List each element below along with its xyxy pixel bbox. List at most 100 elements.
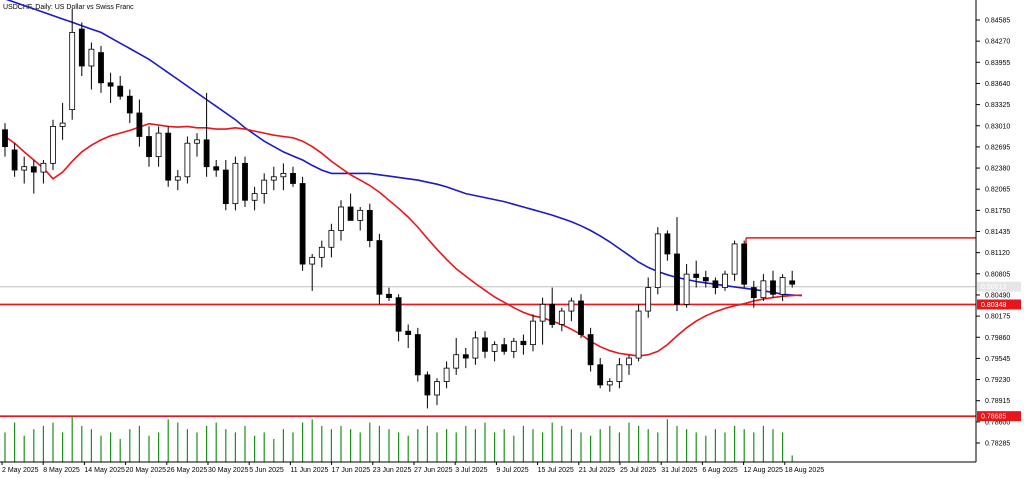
price-tick-label: 0.81435	[985, 229, 1010, 236]
candle-body	[606, 381, 613, 386]
candle[interactable]	[414, 327, 421, 382]
candle[interactable]	[194, 133, 200, 157]
candle[interactable]	[501, 337, 508, 355]
candle[interactable]	[21, 156, 28, 184]
candle[interactable]	[597, 358, 604, 389]
candle[interactable]	[683, 264, 690, 308]
candle[interactable]	[702, 270, 709, 288]
candle[interactable]	[635, 304, 642, 362]
candle-body	[261, 179, 268, 194]
candle[interactable]	[434, 378, 440, 406]
candle[interactable]	[299, 176, 306, 271]
candle[interactable]	[587, 327, 594, 372]
candle[interactable]	[40, 159, 47, 184]
candle[interactable]	[232, 156, 239, 211]
candle[interactable]	[424, 371, 431, 409]
candle[interactable]	[78, 22, 85, 77]
candle[interactable]	[750, 280, 757, 308]
candle[interactable]	[558, 307, 565, 332]
candle[interactable]	[645, 277, 652, 318]
candle[interactable]	[530, 314, 536, 352]
candle[interactable]	[261, 173, 268, 204]
candle[interactable]	[290, 166, 296, 187]
candle[interactable]	[693, 260, 700, 288]
candle[interactable]	[386, 287, 392, 301]
candle[interactable]	[30, 159, 37, 194]
candle[interactable]	[549, 287, 556, 328]
candle[interactable]	[453, 337, 460, 375]
candle[interactable]	[11, 143, 18, 177]
candle[interactable]	[338, 200, 344, 241]
candle[interactable]	[366, 203, 373, 248]
candle[interactable]	[443, 361, 450, 389]
candle[interactable]	[203, 92, 210, 177]
candle[interactable]	[251, 186, 258, 211]
candle[interactable]	[136, 99, 143, 147]
candle[interactable]	[789, 270, 796, 288]
candle[interactable]	[606, 378, 613, 392]
candle[interactable]	[270, 166, 277, 191]
candle[interactable]	[309, 253, 316, 291]
candle[interactable]	[59, 102, 66, 140]
candle[interactable]	[741, 240, 748, 288]
candle[interactable]	[760, 274, 767, 301]
candle[interactable]	[482, 331, 488, 359]
candle[interactable]	[616, 358, 623, 389]
candle-body	[2, 129, 8, 147]
candle[interactable]	[98, 45, 104, 93]
candle[interactable]	[88, 42, 95, 90]
candle[interactable]	[213, 159, 220, 177]
candle[interactable]	[107, 72, 114, 103]
candlesticks[interactable]	[2, 8, 796, 409]
candle[interactable]	[165, 126, 172, 187]
candle[interactable]	[318, 240, 325, 268]
candle[interactable]	[539, 297, 546, 345]
candle[interactable]	[520, 334, 527, 355]
candle[interactable]	[664, 230, 671, 261]
candle[interactable]	[2, 123, 8, 157]
candle-body	[731, 243, 738, 275]
candle[interactable]	[347, 193, 354, 221]
candle[interactable]	[712, 277, 719, 295]
candle-body	[232, 162, 239, 205]
candle[interactable]	[626, 354, 632, 375]
candle[interactable]	[472, 331, 479, 365]
time-tick-label: 9 Jul 2025	[496, 467, 528, 474]
horizontal-levels[interactable]	[0, 237, 976, 417]
candle[interactable]	[376, 233, 383, 305]
candle[interactable]	[328, 223, 335, 258]
time-tick-label: 3 Jul 2025	[455, 467, 487, 474]
candle[interactable]	[654, 227, 661, 295]
candle[interactable]	[155, 126, 162, 167]
candle[interactable]	[568, 297, 575, 322]
candle[interactable]	[405, 324, 412, 348]
candle[interactable]	[578, 294, 584, 338]
current-price-label: 0.80613	[981, 284, 1006, 291]
candle[interactable]	[242, 156, 248, 207]
candle[interactable]	[126, 89, 133, 124]
candle[interactable]	[722, 270, 728, 291]
candle[interactable]	[184, 136, 191, 184]
candle-body	[98, 52, 104, 84]
candle[interactable]	[50, 119, 56, 171]
candle[interactable]	[117, 76, 124, 100]
candle[interactable]	[491, 341, 498, 362]
candle[interactable]	[222, 159, 229, 211]
candle[interactable]	[174, 170, 181, 191]
candle[interactable]	[462, 347, 469, 369]
candle[interactable]	[779, 274, 786, 301]
candle[interactable]	[395, 294, 402, 342]
candle[interactable]	[674, 217, 680, 312]
candle-body	[21, 166, 28, 171]
candle[interactable]	[731, 240, 738, 281]
candle[interactable]	[510, 337, 517, 359]
candle-body	[770, 280, 776, 295]
candle[interactable]	[69, 8, 76, 120]
candle[interactable]	[146, 126, 152, 167]
candle-body	[222, 169, 229, 205]
candle[interactable]	[770, 270, 776, 298]
candle[interactable]	[357, 206, 364, 231]
candle[interactable]	[280, 163, 287, 191]
